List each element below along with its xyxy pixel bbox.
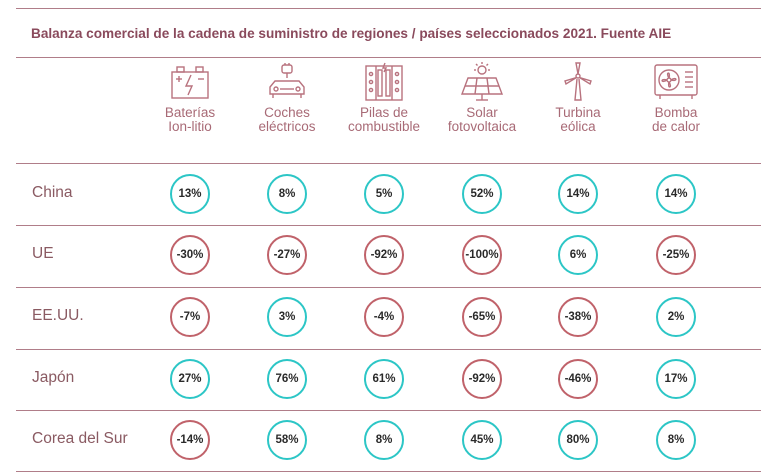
value-circle: 13% — [170, 174, 210, 214]
column-header: Baterías Ion-litio — [135, 62, 245, 134]
value-circle: -100% — [462, 235, 502, 275]
fuel-cell-icon — [329, 62, 439, 102]
row-divider — [16, 287, 761, 288]
row-divider — [16, 410, 761, 411]
value-circle: -27% — [267, 235, 307, 275]
row-label: Japón — [32, 369, 75, 386]
wind-turbine-icon — [523, 62, 633, 102]
electric-car-icon — [232, 62, 342, 102]
column-header-line1: Bomba — [654, 105, 698, 120]
value-circle: -92% — [462, 359, 502, 399]
value-circle: 45% — [462, 420, 502, 460]
row-label: China — [32, 184, 73, 201]
value-circle: 8% — [364, 420, 404, 460]
column-header-line2: eléctricos — [258, 119, 316, 134]
value-circle: -30% — [170, 235, 210, 275]
row-divider — [16, 163, 761, 164]
value-circle: 5% — [364, 174, 404, 214]
column-header: Coches eléctricos — [232, 62, 342, 134]
value-circle: -4% — [364, 297, 404, 337]
row-divider — [16, 349, 761, 350]
column-header-line2: de calor — [651, 119, 701, 134]
value-circle: 58% — [267, 420, 307, 460]
row-label: EE.UU. — [32, 307, 84, 324]
column-header-line2: Ion-litio — [168, 119, 212, 134]
column-header: Pilas de combustible — [329, 62, 439, 134]
column-header-line1: Pilas de — [359, 105, 409, 120]
column-header-line2: combustible — [347, 119, 421, 134]
heat-pump-icon — [621, 62, 731, 102]
value-circle: 8% — [267, 174, 307, 214]
value-circle: 80% — [558, 420, 598, 460]
row-divider — [16, 225, 761, 226]
battery-icon — [135, 62, 245, 102]
value-circle: 17% — [656, 359, 696, 399]
value-circle: -46% — [558, 359, 598, 399]
value-circle: -38% — [558, 297, 598, 337]
column-header-line1: Baterías — [164, 105, 216, 120]
column-header-line1: Coches — [264, 105, 310, 120]
value-circle: -25% — [656, 235, 696, 275]
solar-panel-icon — [427, 62, 537, 102]
value-circle: 14% — [656, 174, 696, 214]
value-circle: 8% — [656, 420, 696, 460]
column-header-line2: fotovoltaica — [447, 119, 517, 134]
value-circle: 27% — [170, 359, 210, 399]
value-circle: 14% — [558, 174, 598, 214]
row-divider — [16, 471, 761, 472]
column-header-line1: Turbina — [555, 105, 601, 120]
value-circle: 76% — [267, 359, 307, 399]
column-header-line1: Solar — [466, 105, 498, 120]
value-circle: 3% — [267, 297, 307, 337]
column-header-line2: eólica — [560, 119, 596, 134]
value-circle: -7% — [170, 297, 210, 337]
value-circle: -92% — [364, 235, 404, 275]
value-circle: 6% — [558, 235, 598, 275]
value-circle: -65% — [462, 297, 502, 337]
value-circle: 52% — [462, 174, 502, 214]
row-label: UE — [32, 245, 54, 262]
row-label: Corea del Sur — [32, 430, 128, 447]
chart-title: Balanza comercial de la cadena de sumini… — [16, 8, 761, 58]
value-circle: -14% — [170, 420, 210, 460]
value-circle: 2% — [656, 297, 696, 337]
value-circle: 61% — [364, 359, 404, 399]
column-header: Turbina eólica — [523, 62, 633, 134]
column-header: Bomba de calor — [621, 62, 731, 134]
column-header: Solar fotovoltaica — [427, 62, 537, 134]
